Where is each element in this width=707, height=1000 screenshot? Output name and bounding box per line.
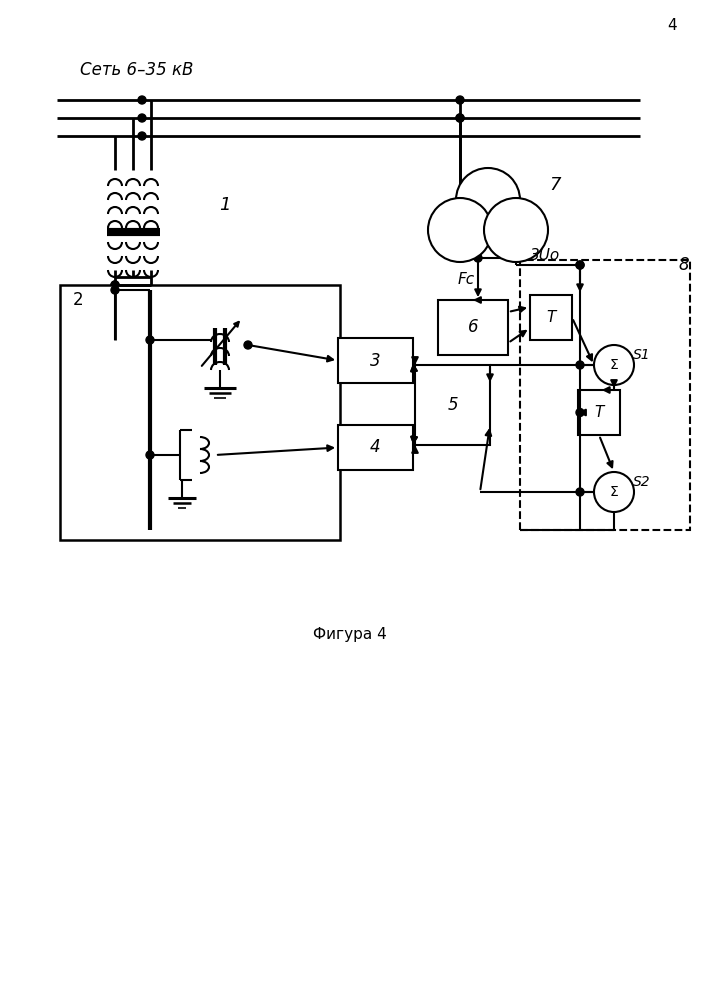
Circle shape	[474, 254, 482, 262]
Circle shape	[428, 198, 492, 262]
Text: 2: 2	[73, 291, 83, 309]
Text: S1: S1	[633, 348, 651, 362]
Circle shape	[146, 451, 154, 459]
Circle shape	[111, 286, 119, 294]
Text: 3Uo: 3Uo	[530, 247, 560, 262]
Text: Σ: Σ	[609, 358, 619, 372]
Bar	[338, 425, 413, 470]
Text: 6: 6	[468, 318, 479, 336]
Circle shape	[138, 132, 146, 140]
Circle shape	[456, 96, 464, 104]
Bar	[578, 390, 620, 435]
Circle shape	[456, 114, 464, 122]
Bar	[338, 338, 413, 383]
Bar	[530, 295, 572, 340]
Circle shape	[138, 114, 146, 122]
Bar	[60, 285, 340, 540]
Circle shape	[594, 345, 634, 385]
Text: 1: 1	[219, 196, 230, 214]
Text: 4: 4	[370, 438, 381, 456]
Circle shape	[456, 168, 520, 232]
Circle shape	[456, 114, 464, 122]
Circle shape	[244, 341, 252, 349]
Bar	[438, 300, 508, 355]
Circle shape	[484, 198, 548, 262]
Circle shape	[594, 472, 634, 512]
Circle shape	[111, 281, 119, 289]
Circle shape	[576, 361, 584, 369]
Text: 8: 8	[679, 256, 689, 274]
Text: 3: 3	[370, 352, 381, 369]
Text: Fc: Fc	[458, 272, 475, 288]
Circle shape	[138, 96, 146, 104]
Text: S2: S2	[633, 475, 651, 489]
Circle shape	[576, 488, 584, 496]
Text: Σ: Σ	[609, 485, 619, 499]
Text: Сеть 6–35 кВ: Сеть 6–35 кВ	[80, 61, 194, 79]
Circle shape	[576, 261, 584, 269]
Text: 4: 4	[667, 17, 677, 32]
Circle shape	[111, 281, 119, 289]
Text: Фигура 4: Фигура 4	[313, 628, 387, 643]
Circle shape	[146, 336, 154, 344]
Bar	[520, 260, 690, 530]
Text: 5: 5	[448, 396, 458, 414]
Text: 7: 7	[549, 176, 561, 194]
Text: T: T	[547, 310, 556, 325]
Circle shape	[576, 261, 584, 269]
Circle shape	[512, 254, 520, 262]
Text: T: T	[595, 405, 604, 420]
Bar	[415, 365, 490, 445]
Circle shape	[576, 408, 584, 416]
